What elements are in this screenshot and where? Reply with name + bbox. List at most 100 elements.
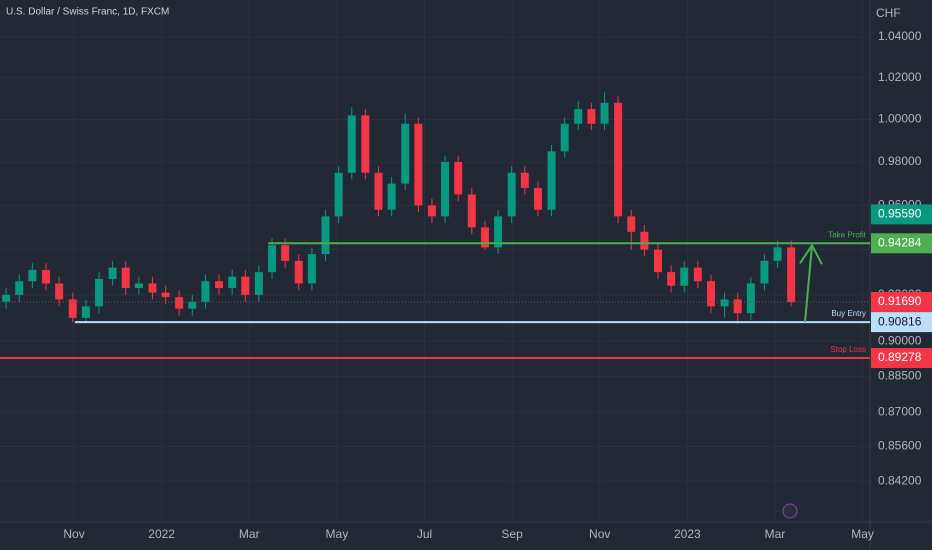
candle-body bbox=[387, 183, 396, 210]
level-price-box bbox=[871, 312, 932, 333]
x-tick-label: 2022 bbox=[148, 527, 175, 541]
candle-body bbox=[640, 231, 649, 250]
candle-body bbox=[294, 260, 303, 284]
y-unit: CHF bbox=[876, 6, 901, 20]
candle-body bbox=[454, 162, 463, 195]
candle-body bbox=[494, 216, 503, 248]
level-label: Take Profit bbox=[828, 230, 867, 239]
candle-body bbox=[95, 278, 104, 307]
y-tick-label: 0.87000 bbox=[878, 405, 922, 419]
event-icon[interactable] bbox=[782, 503, 798, 519]
candle-body bbox=[254, 272, 263, 295]
candle-body bbox=[361, 115, 370, 173]
candle-body bbox=[241, 276, 250, 295]
overlay: Take Profit Buy Entry Stop Loss bbox=[0, 230, 870, 360]
candle-body bbox=[334, 172, 343, 217]
candle-body bbox=[228, 276, 237, 289]
candle-body bbox=[41, 269, 50, 284]
candle-body bbox=[787, 247, 796, 302]
candle-body bbox=[108, 267, 117, 279]
candle-body bbox=[307, 254, 316, 284]
y-tick-label: 0.98000 bbox=[878, 154, 922, 168]
candle-body bbox=[680, 267, 689, 286]
candle-body bbox=[733, 299, 742, 314]
candle-body bbox=[55, 283, 64, 300]
candle-body bbox=[374, 172, 383, 210]
candle-body bbox=[547, 151, 556, 210]
candle-body bbox=[653, 249, 662, 273]
arrow-shaft bbox=[804, 245, 813, 323]
last-price-box bbox=[871, 291, 932, 312]
candle-body bbox=[81, 306, 90, 318]
candle-body bbox=[188, 301, 197, 309]
marker-price-label: 0.95590 bbox=[878, 207, 922, 221]
last-price-label: 0.91690 bbox=[878, 294, 922, 308]
y-tick-label: 0.90000 bbox=[878, 333, 922, 347]
candle-body bbox=[667, 272, 676, 286]
candle-body bbox=[507, 172, 516, 217]
candle-body bbox=[587, 109, 596, 124]
candle-body bbox=[215, 281, 224, 289]
candle-body bbox=[614, 102, 623, 217]
y-tick-label: 0.88500 bbox=[878, 369, 922, 383]
candle-body bbox=[175, 297, 184, 309]
candle-body bbox=[746, 283, 755, 314]
candle-body bbox=[148, 283, 157, 293]
candle-body bbox=[134, 283, 143, 289]
x-tick-label: May bbox=[851, 527, 874, 541]
level-price-box bbox=[871, 233, 932, 254]
candle-body bbox=[321, 216, 330, 255]
y-tick-label: 1.04000 bbox=[878, 29, 922, 43]
candle-body bbox=[401, 123, 410, 184]
candle-body bbox=[121, 267, 130, 289]
x-tick-label: Nov bbox=[589, 527, 610, 541]
candle-body bbox=[68, 299, 77, 318]
x-tick-label: Jul bbox=[417, 527, 432, 541]
level-label: Buy Entry bbox=[831, 309, 866, 318]
candle-body bbox=[773, 247, 782, 261]
level-label: Stop Loss bbox=[830, 345, 866, 354]
candle-body bbox=[15, 281, 24, 295]
candle-body bbox=[520, 172, 529, 188]
chart-title: U.S. Dollar / Swiss Franc, 1D, FXCM bbox=[6, 7, 169, 18]
level-price-label: 0.90816 bbox=[878, 314, 922, 328]
x-tick-label: Mar bbox=[239, 527, 260, 541]
candle-body bbox=[706, 281, 715, 307]
arrow-head bbox=[799, 243, 823, 265]
x-tick-label: Sep bbox=[501, 527, 523, 541]
candle-body bbox=[2, 294, 11, 302]
x-tick-label: 2023 bbox=[674, 527, 701, 541]
candle-body bbox=[533, 187, 542, 210]
x-tick-label: Nov bbox=[63, 527, 84, 541]
candle-body bbox=[161, 292, 170, 298]
candle-body bbox=[427, 205, 436, 217]
level-price-label: 0.94284 bbox=[878, 235, 922, 249]
candle-body bbox=[268, 245, 277, 273]
marker-price-box bbox=[871, 204, 932, 225]
y-tick-label: 0.84200 bbox=[878, 473, 922, 487]
y-tick-label: 1.00000 bbox=[878, 112, 922, 126]
y-tick-label: 1.02000 bbox=[878, 70, 922, 84]
x-tick-label: May bbox=[326, 527, 349, 541]
candle-body bbox=[414, 123, 423, 206]
candle-body bbox=[441, 162, 450, 217]
plot bbox=[2, 92, 796, 324]
candle-body bbox=[720, 299, 729, 307]
candle-body bbox=[760, 260, 769, 284]
candle-body bbox=[600, 102, 609, 124]
candle-body bbox=[28, 269, 37, 282]
candle-body bbox=[480, 227, 489, 248]
grid bbox=[0, 0, 870, 522]
level-price-box bbox=[871, 348, 932, 369]
candle-body bbox=[574, 109, 583, 124]
candle-body bbox=[201, 281, 210, 302]
candle-body bbox=[560, 123, 569, 152]
level-price-label: 0.89278 bbox=[878, 350, 922, 364]
candle-body bbox=[281, 245, 290, 261]
y-tick-label: 0.85600 bbox=[878, 439, 922, 453]
x-tick-label: Mar bbox=[765, 527, 786, 541]
candle-body bbox=[347, 115, 356, 173]
candle-body bbox=[627, 216, 636, 232]
candle-body bbox=[467, 194, 476, 228]
